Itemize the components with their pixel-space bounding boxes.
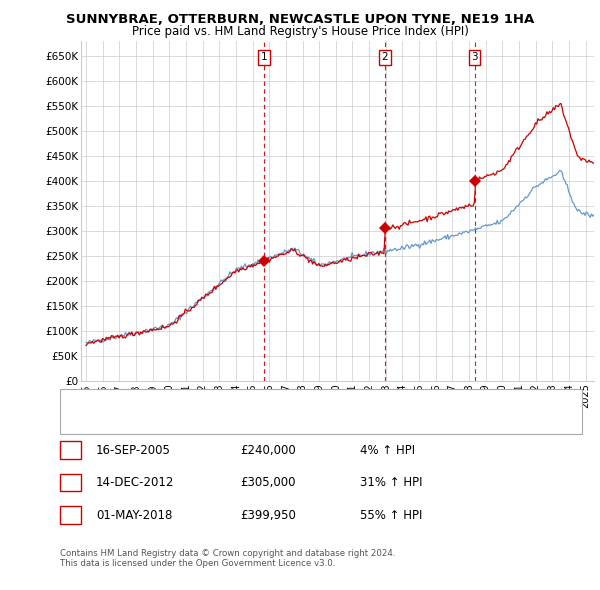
Text: 31% ↑ HPI: 31% ↑ HPI [360, 476, 422, 489]
Text: 01-MAY-2018: 01-MAY-2018 [96, 509, 172, 522]
Text: SUNNYBRAE, OTTERBURN, NEWCASTLE UPON TYNE, NE19 1HA (detached house): SUNNYBRAE, OTTERBURN, NEWCASTLE UPON TYN… [99, 398, 520, 408]
Text: 14-DEC-2012: 14-DEC-2012 [96, 476, 175, 489]
Text: HPI: Average price, detached house, Northumberland: HPI: Average price, detached house, Nort… [99, 417, 378, 426]
Text: 1: 1 [261, 53, 268, 63]
Text: £240,000: £240,000 [240, 444, 296, 457]
Text: £399,950: £399,950 [240, 509, 296, 522]
Text: Price paid vs. HM Land Registry's House Price Index (HPI): Price paid vs. HM Land Registry's House … [131, 25, 469, 38]
Text: 1: 1 [67, 445, 74, 455]
Text: £305,000: £305,000 [240, 476, 296, 489]
Text: 55% ↑ HPI: 55% ↑ HPI [360, 509, 422, 522]
Text: 2: 2 [67, 478, 74, 487]
Text: SUNNYBRAE, OTTERBURN, NEWCASTLE UPON TYNE, NE19 1HA: SUNNYBRAE, OTTERBURN, NEWCASTLE UPON TYN… [66, 13, 534, 26]
Text: 4% ↑ HPI: 4% ↑ HPI [360, 444, 415, 457]
Text: This data is licensed under the Open Government Licence v3.0.: This data is licensed under the Open Gov… [60, 559, 335, 568]
Text: 16-SEP-2005: 16-SEP-2005 [96, 444, 171, 457]
Text: 2: 2 [382, 53, 388, 63]
Text: 3: 3 [471, 53, 478, 63]
Text: 3: 3 [67, 510, 74, 520]
Text: Contains HM Land Registry data © Crown copyright and database right 2024.: Contains HM Land Registry data © Crown c… [60, 549, 395, 558]
